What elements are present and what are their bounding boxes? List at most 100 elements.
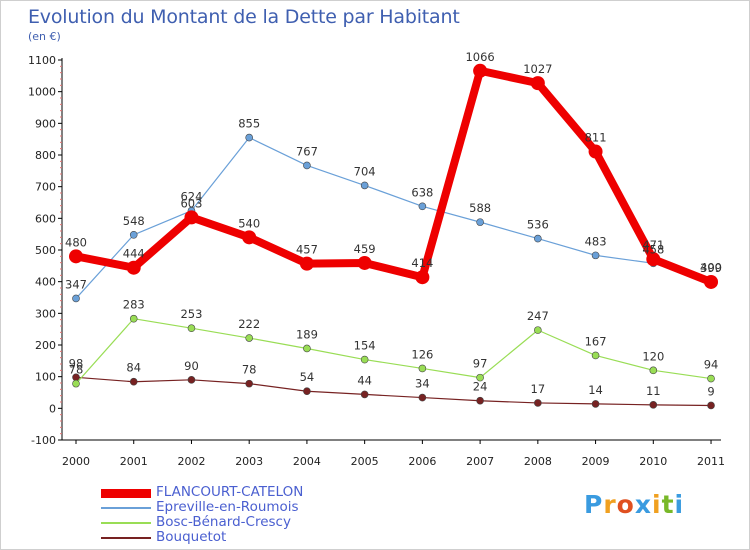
data-label: 458 — [642, 242, 664, 256]
data-point — [184, 210, 199, 225]
data-label: 1027 — [523, 62, 552, 76]
legend-swatch — [101, 522, 151, 524]
data-label: 98 — [69, 356, 84, 370]
data-point — [704, 274, 719, 289]
chart-subtitle: (en €) — [28, 30, 61, 43]
data-point — [187, 324, 196, 333]
legend-label: FLANCOURT-CATELON — [156, 484, 304, 500]
data-point — [69, 249, 83, 264]
data-point — [126, 260, 141, 275]
y-tick-label: 600 — [35, 212, 56, 225]
x-tick-label: 2001 — [120, 455, 148, 468]
data-label: 400 — [700, 261, 722, 275]
data-point — [245, 133, 253, 142]
data-point — [360, 355, 369, 364]
data-label: 97 — [473, 357, 488, 371]
x-tick-label: 2005 — [351, 455, 379, 468]
data-label: 84 — [126, 361, 141, 375]
logo-letter: i — [652, 490, 662, 519]
data-point — [360, 390, 369, 399]
data-label: 222 — [238, 317, 260, 331]
data-label: 94 — [704, 358, 719, 372]
x-tick-label: 2000 — [62, 455, 90, 468]
series-line — [75, 376, 712, 407]
logo-letter: o — [616, 490, 635, 519]
data-point — [418, 364, 427, 373]
logo-letter: t — [661, 490, 675, 519]
data-label: 17 — [531, 382, 546, 396]
data-point — [707, 374, 715, 383]
series-line — [75, 136, 712, 300]
x-tick-label: 2002 — [177, 455, 205, 468]
data-point — [360, 181, 369, 190]
data-label: 624 — [180, 190, 202, 204]
legend-label: Bouquetot — [156, 529, 227, 545]
data-point — [646, 252, 661, 267]
y-tick-label: 1000 — [28, 86, 56, 99]
data-label: 44 — [357, 373, 372, 387]
series-line — [72, 66, 716, 286]
data-point — [129, 314, 138, 323]
data-point — [707, 401, 715, 410]
data-label: 24 — [473, 380, 488, 394]
y-tick-label: 900 — [35, 117, 56, 130]
x-tick-label: 2007 — [466, 455, 494, 468]
data-point — [591, 251, 600, 260]
data-point — [72, 379, 80, 388]
y-tick-label: 500 — [35, 244, 56, 257]
data-label: 638 — [411, 185, 433, 199]
proxiti-logo: Proxiti — [584, 490, 684, 519]
legend-swatch — [101, 488, 151, 498]
data-label: 767 — [296, 144, 318, 158]
data-point — [418, 202, 427, 211]
chart-title: Evolution du Montant de la Dette par Hab… — [28, 6, 460, 28]
data-point — [534, 326, 542, 334]
data-label: 54 — [300, 370, 315, 384]
logo-letter: i — [674, 490, 685, 519]
data-point — [129, 377, 138, 386]
data-label: 444 — [123, 247, 145, 261]
data-point — [303, 387, 311, 396]
data-point — [649, 401, 658, 409]
y-tick-label: 700 — [35, 181, 56, 194]
data-point — [530, 76, 545, 91]
data-label: 811 — [585, 131, 607, 145]
data-point — [129, 231, 138, 239]
data-label: 471 — [642, 238, 664, 252]
data-label: 414 — [411, 256, 433, 270]
data-point — [418, 393, 427, 402]
data-point — [242, 230, 257, 245]
data-point — [303, 161, 311, 170]
data-label: 9 — [707, 384, 714, 398]
data-label: 120 — [642, 349, 664, 363]
legend-label: Bosc-Bénard-Crescy — [156, 514, 291, 530]
x-tick-label: 2011 — [697, 455, 725, 468]
data-label: 483 — [585, 234, 607, 248]
data-label: 34 — [415, 377, 430, 391]
logo-letter: x — [634, 490, 652, 519]
x-tick-label: 2009 — [582, 455, 610, 468]
data-label: 457 — [296, 243, 318, 257]
data-point — [245, 334, 253, 342]
logo-letter: P — [584, 490, 604, 519]
data-label: 167 — [585, 334, 607, 348]
data-label: 399 — [700, 261, 722, 275]
data-point — [534, 234, 542, 243]
x-tick-label: 2006 — [408, 455, 436, 468]
data-point — [476, 396, 484, 405]
y-tick-label: -100 — [31, 434, 56, 447]
data-point — [299, 256, 314, 271]
data-label: 536 — [527, 218, 549, 232]
data-label: 283 — [123, 298, 145, 312]
y-tick-label: 400 — [35, 276, 56, 289]
series-line — [75, 318, 712, 385]
data-point — [534, 399, 542, 407]
data-point — [72, 294, 80, 303]
legend-swatch — [101, 507, 151, 509]
data-point — [476, 373, 484, 382]
data-label: 14 — [588, 383, 603, 397]
data-point — [476, 218, 484, 226]
x-tick-label: 2008 — [524, 455, 552, 468]
